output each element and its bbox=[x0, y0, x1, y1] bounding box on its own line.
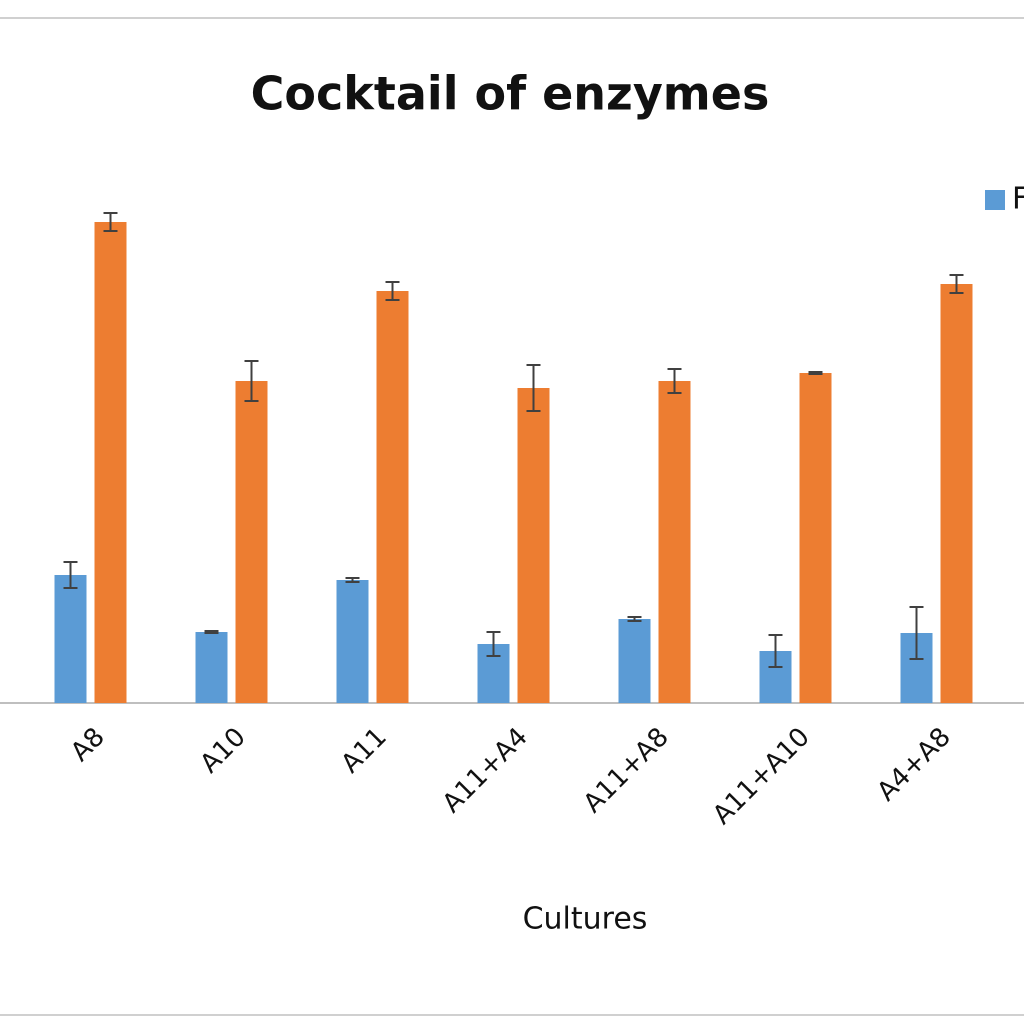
x-axis-label: Cultures bbox=[523, 902, 648, 937]
bar bbox=[94, 222, 127, 703]
error-bar bbox=[808, 371, 823, 375]
bar bbox=[376, 291, 409, 703]
error-bar bbox=[63, 561, 78, 589]
error-bar bbox=[768, 634, 783, 668]
x-tick-label: A8 bbox=[65, 722, 110, 767]
error-bar bbox=[345, 577, 360, 583]
error-bar bbox=[909, 606, 924, 660]
bar bbox=[618, 619, 651, 703]
error-bar bbox=[486, 631, 501, 657]
x-tick-label: A11+A10 bbox=[707, 722, 816, 831]
bar bbox=[54, 575, 87, 703]
bar bbox=[658, 381, 691, 703]
bar bbox=[235, 381, 268, 703]
x-tick-label: A10 bbox=[195, 722, 252, 779]
x-tick-label: A11 bbox=[336, 722, 393, 779]
error-bar bbox=[526, 364, 541, 412]
x-tick-label: A4+A8 bbox=[872, 722, 957, 807]
bar bbox=[799, 373, 832, 703]
bar bbox=[940, 284, 973, 703]
error-bar bbox=[103, 212, 118, 232]
error-bar bbox=[385, 281, 400, 301]
error-bar bbox=[627, 616, 642, 622]
legend-label: Fp bbox=[1012, 182, 1024, 217]
error-bar bbox=[949, 274, 964, 294]
error-bar bbox=[667, 368, 682, 394]
x-tick-label: A11+A4 bbox=[437, 722, 534, 819]
legend-swatch bbox=[985, 190, 1005, 210]
error-bar bbox=[204, 630, 219, 634]
bar bbox=[336, 580, 369, 703]
error-bar bbox=[244, 360, 259, 402]
bar bbox=[195, 632, 228, 703]
bar bbox=[517, 388, 550, 703]
chart-title: Cocktail of enzymes bbox=[251, 67, 770, 121]
x-tick-label: A11+A8 bbox=[578, 722, 675, 819]
